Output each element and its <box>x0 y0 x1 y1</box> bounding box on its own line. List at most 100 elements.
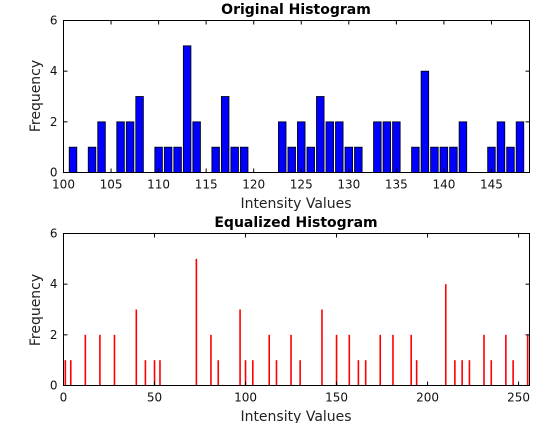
equalized-bar <box>275 360 278 386</box>
original-y-tick-label: 0 <box>50 166 58 180</box>
equalized-x-tick-label: 250 <box>507 391 530 405</box>
equalized-bar <box>505 334 507 386</box>
original-bar <box>116 121 125 173</box>
equalized-bar <box>84 334 87 386</box>
equalized-x-tick-label: 50 <box>147 391 162 405</box>
original-bar <box>316 96 325 173</box>
equalized-y-tick-label: 0 <box>50 379 58 393</box>
equalized-bar <box>244 360 247 386</box>
original-bar <box>382 121 392 173</box>
equalized-bar <box>99 334 101 386</box>
equalized-bar <box>526 334 529 386</box>
equalized-x-tick-label: 200 <box>416 391 439 405</box>
equalized-bar <box>379 334 382 386</box>
equalized-plot-frame <box>63 233 530 386</box>
original-bar <box>239 146 249 173</box>
original-bar <box>278 121 287 173</box>
original-bar <box>287 146 296 173</box>
equalized-histogram-axes: Equalized Histogram Intensity Values Fre… <box>28 215 530 423</box>
equalized-bar <box>444 284 447 386</box>
original-x-tick-label: 120 <box>242 178 265 192</box>
original-x-tick-label: 140 <box>432 178 455 192</box>
original-y-tick-label: 6 <box>50 14 58 28</box>
original-x-tick-label: 110 <box>147 178 170 192</box>
original-histogram-axes: Original Histogram Intensity Values Freq… <box>28 2 530 212</box>
equalized-bar <box>69 360 72 386</box>
original-ticks: 100 105 110 115 120 125 130 135 140 145 0 2 4 6 <box>50 14 530 192</box>
equalized-bar <box>268 334 270 386</box>
equalized-bar <box>64 360 67 386</box>
equalized-bar <box>239 309 241 386</box>
original-x-tick-label: 105 <box>100 178 123 192</box>
original-bar <box>420 70 430 173</box>
original-bar <box>458 121 468 173</box>
equalized-y-tick-label: 6 <box>50 227 58 241</box>
equalized-x-tick-label: 100 <box>234 391 257 405</box>
original-y-axis-label: Frequency <box>28 60 44 132</box>
equalized-x-axis-label: Intensity Values <box>240 409 351 423</box>
equalized-y-tick-label: 2 <box>50 328 58 342</box>
equalized-bar <box>392 334 394 386</box>
original-bar <box>135 96 144 173</box>
equalized-bar <box>410 334 412 386</box>
equalized-bar <box>210 334 212 386</box>
equalized-bar <box>321 309 323 386</box>
equalized-y-tick-label: 4 <box>50 277 58 291</box>
equalized-bar <box>144 360 147 386</box>
equalized-bar <box>335 334 338 386</box>
equalized-bar <box>195 258 198 386</box>
equalized-bar <box>490 360 493 386</box>
original-histogram-title: Original Histogram <box>221 2 371 18</box>
original-x-tick-label: 115 <box>195 178 218 192</box>
original-x-tick-label: 135 <box>385 178 408 192</box>
original-bar <box>220 96 230 173</box>
original-bar <box>373 121 382 173</box>
equalized-bar <box>364 360 367 386</box>
equalized-bar <box>461 360 463 386</box>
original-bar <box>325 121 334 173</box>
equalized-x-tick-label: 0 <box>60 391 68 405</box>
equalized-bars <box>64 258 529 386</box>
original-bars <box>68 45 525 173</box>
original-bar <box>335 121 344 173</box>
equalized-bar <box>290 334 292 386</box>
original-plot-frame <box>63 20 530 173</box>
equalized-histogram-title: Equalized Histogram <box>214 215 377 231</box>
original-bar <box>354 146 363 173</box>
original-bar <box>506 146 515 173</box>
original-bar <box>411 146 420 173</box>
equalized-bar <box>135 309 138 386</box>
original-bar <box>211 146 220 173</box>
original-x-tick-label: 145 <box>480 178 503 192</box>
original-x-tick-label: 125 <box>290 178 313 192</box>
original-x-tick-label: 100 <box>52 178 75 192</box>
original-bar <box>163 146 173 173</box>
original-bar <box>68 146 78 173</box>
equalized-bar <box>252 360 254 386</box>
original-bar <box>230 146 239 173</box>
equalized-bar <box>483 334 485 386</box>
equalized-bar <box>113 334 116 386</box>
original-bar <box>87 146 97 173</box>
original-bar <box>515 121 525 173</box>
original-bar <box>430 146 439 173</box>
equalized-bar <box>415 360 418 386</box>
original-bar <box>306 146 315 173</box>
original-x-tick-label: 130 <box>337 178 360 192</box>
original-bar <box>449 146 458 173</box>
equalized-bar <box>299 360 301 386</box>
equalized-x-tick-label: 150 <box>325 391 348 405</box>
original-bar <box>182 45 192 173</box>
original-bar <box>392 121 401 173</box>
equalized-bar <box>217 360 220 386</box>
equalized-bar <box>153 360 156 386</box>
original-bar <box>297 121 306 173</box>
equalized-y-axis-label: Frequency <box>28 274 44 346</box>
equalized-bar <box>348 334 351 386</box>
original-y-tick-label: 2 <box>50 115 58 129</box>
original-bar <box>496 121 506 173</box>
equalized-ticks: 0 50 100 150 200 250 0 2 4 6 <box>50 227 530 405</box>
original-x-axis-label: Intensity Values <box>240 196 351 212</box>
equalized-bar <box>159 360 161 386</box>
